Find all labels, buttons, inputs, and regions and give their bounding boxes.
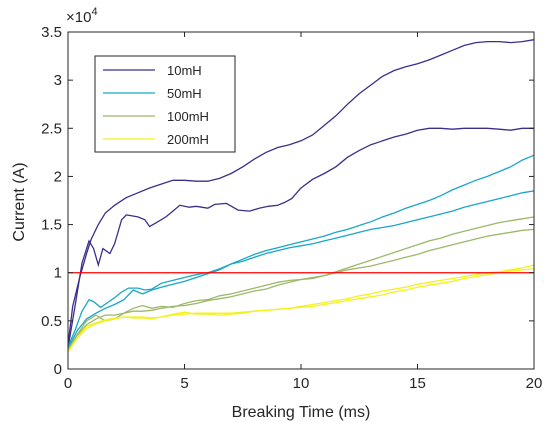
plot-area bbox=[67, 39, 535, 353]
series-line-100mH bbox=[67, 228, 535, 352]
y-exponent-label: ×104 bbox=[66, 6, 98, 26]
series-line-10mH bbox=[67, 127, 534, 348]
legend-label-100mH: 100mH bbox=[167, 109, 209, 124]
x-tick-label: 5 bbox=[180, 375, 188, 392]
x-tick-label: 10 bbox=[293, 375, 310, 392]
legend: 10mH 50mH 100mH 200mH bbox=[94, 55, 236, 153]
y-tick-label: 3 bbox=[54, 72, 62, 89]
series-line-10mH bbox=[67, 39, 535, 345]
series-line-200mH bbox=[67, 268, 535, 353]
y-tick-label: 2 bbox=[54, 168, 62, 185]
y-tick-label: 1 bbox=[54, 265, 62, 282]
y-tick-label: 2.5 bbox=[41, 120, 62, 137]
legend-label-10mH: 10mH bbox=[167, 63, 202, 78]
y-axis-label: Current (A) bbox=[11, 162, 28, 241]
legend-box bbox=[94, 55, 236, 153]
series-line-50mH bbox=[67, 154, 535, 348]
y-tick-label: 1.5 bbox=[41, 217, 62, 234]
legend-label-200mH: 200mH bbox=[167, 132, 209, 147]
x-tick-label: 0 bbox=[64, 375, 72, 392]
x-tick-label: 15 bbox=[409, 375, 426, 392]
y-tick-label: 0 bbox=[54, 361, 62, 378]
series-line-100mH bbox=[67, 216, 535, 351]
x-tick-label: 20 bbox=[526, 375, 543, 392]
y-tick-label: 0.5 bbox=[41, 313, 62, 330]
x-axis-label: Breaking Time (ms) bbox=[232, 404, 371, 421]
axes: 0 5 10 15 20 0 0.5 1 1.5 2 2.5 3 3.5 bbox=[41, 24, 542, 392]
y-tick-label: 3.5 bbox=[41, 24, 62, 41]
legend-label-50mH: 50mH bbox=[167, 86, 202, 101]
series-line-50mH bbox=[67, 190, 535, 350]
